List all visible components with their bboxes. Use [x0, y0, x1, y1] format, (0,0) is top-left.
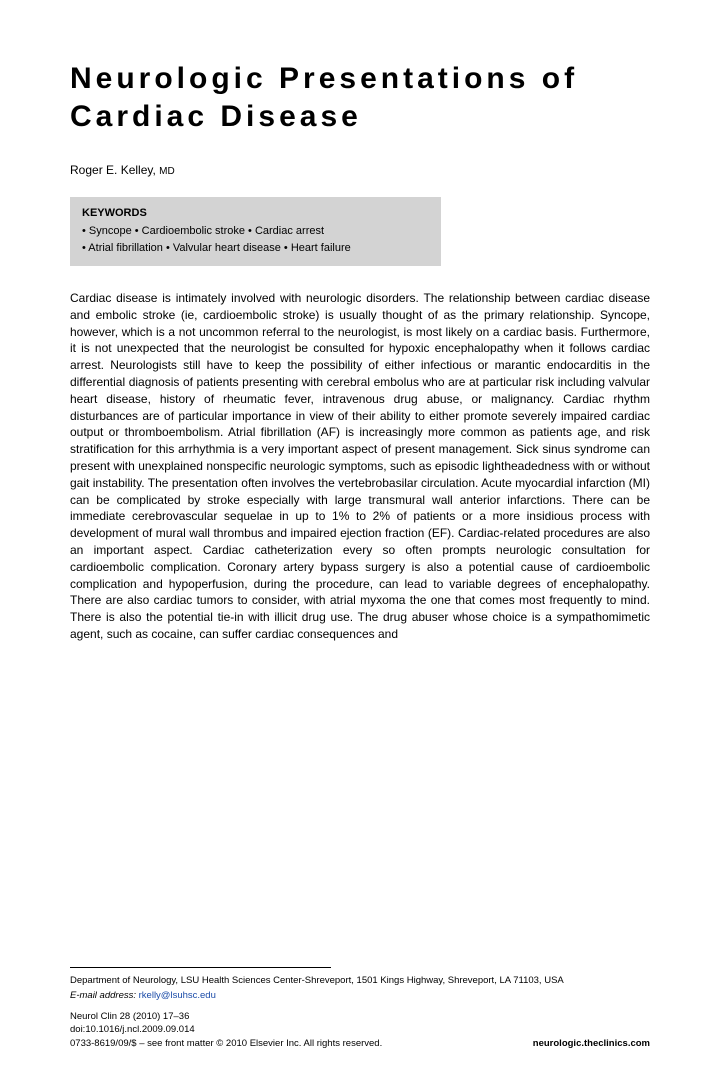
footer-citation: Neurol Clin 28 (2010) 17–36	[70, 1010, 382, 1023]
keywords-heading: KEYWORDS	[82, 207, 429, 219]
footer-left: Neurol Clin 28 (2010) 17–36 doi:10.1016/…	[70, 1010, 382, 1050]
footer-bottom: Neurol Clin 28 (2010) 17–36 doi:10.1016/…	[70, 1010, 650, 1050]
footer-email-line: E-mail address: rkelly@lsuhsc.edu	[70, 989, 650, 1002]
article-title: Neurologic Presentations of Cardiac Dise…	[70, 60, 650, 135]
author-line: Roger E. Kelley, MD	[70, 163, 650, 177]
footer-site[interactable]: neurologic.theclinics.com	[533, 1037, 650, 1050]
author-name: Roger E. Kelley,	[70, 163, 156, 177]
footer-doi: doi:10.1016/j.ncl.2009.09.014	[70, 1023, 382, 1036]
keywords-line-1: • Syncope • Cardioembolic stroke • Cardi…	[82, 223, 429, 240]
keywords-box: KEYWORDS • Syncope • Cardioembolic strok…	[70, 197, 441, 266]
footer: Department of Neurology, LSU Health Scie…	[70, 967, 650, 1050]
footer-divider	[70, 967, 331, 968]
email-label: E-mail address:	[70, 990, 136, 1001]
keywords-line-2: • Atrial fibrillation • Valvular heart d…	[82, 240, 429, 257]
footer-affiliation: Department of Neurology, LSU Health Scie…	[70, 974, 650, 987]
footer-copyright: 0733-8619/09/$ – see front matter © 2010…	[70, 1037, 382, 1050]
email-link[interactable]: rkelly@lsuhsc.edu	[139, 990, 216, 1001]
body-paragraph: Cardiac disease is intimately involved w…	[70, 290, 650, 643]
author-degree: MD	[159, 166, 175, 177]
